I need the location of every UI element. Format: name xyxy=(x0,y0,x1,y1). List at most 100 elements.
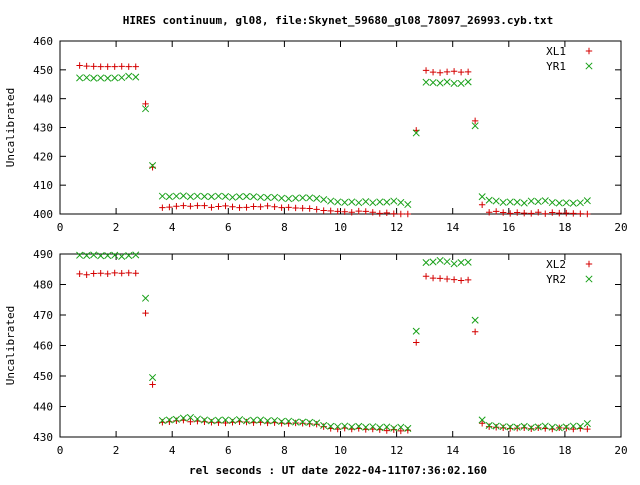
data-point xyxy=(236,204,243,211)
x-tick-label: 8 xyxy=(281,444,288,457)
chart-title: HIRES continuum, gl08, file:Skynet_59680… xyxy=(123,14,553,27)
data-point xyxy=(104,251,112,260)
data-point xyxy=(214,192,223,200)
data-point xyxy=(264,194,272,202)
data-point xyxy=(506,423,514,431)
data-point xyxy=(278,194,286,202)
data-point xyxy=(111,63,118,70)
data-point xyxy=(125,251,133,260)
data-point xyxy=(584,425,591,433)
data-point xyxy=(285,417,293,425)
data-point xyxy=(313,419,321,427)
data-point xyxy=(471,328,479,335)
data-point xyxy=(299,194,307,202)
data-point xyxy=(569,422,577,430)
data-point xyxy=(520,422,528,430)
data-point xyxy=(186,193,194,201)
data-point xyxy=(249,416,258,424)
data-point xyxy=(376,423,384,432)
data-point xyxy=(528,210,535,217)
data-point xyxy=(404,210,412,218)
data-point xyxy=(583,420,591,428)
data-point xyxy=(194,202,201,209)
data-point xyxy=(348,209,355,216)
data-point xyxy=(159,204,166,211)
data-point xyxy=(90,63,97,70)
data-point xyxy=(499,424,507,432)
plot-frame xyxy=(59,40,622,215)
data-point xyxy=(457,68,465,76)
x-tick-label: 4 xyxy=(169,444,176,457)
legend-marker xyxy=(585,47,593,55)
data-point xyxy=(334,423,342,431)
data-point xyxy=(215,203,222,210)
data-point xyxy=(165,193,173,201)
data-point xyxy=(166,203,173,211)
y-tick-label: 450 xyxy=(33,370,53,383)
data-point xyxy=(173,417,180,425)
data-point xyxy=(306,418,314,426)
data-point xyxy=(464,78,472,86)
legend-label: XL1 xyxy=(546,45,566,58)
data-point xyxy=(383,209,390,217)
data-point xyxy=(149,373,157,382)
data-point xyxy=(569,199,577,207)
data-point xyxy=(249,193,258,201)
x-tick-label: 6 xyxy=(225,444,232,457)
data-point xyxy=(464,258,472,266)
panel-2: 430 440 450 460 470 480 490 0 2 4 6 8 10 12 14 16 18 20 Un… xyxy=(4,248,628,457)
data-point xyxy=(478,416,486,424)
x-tick-label: 0 xyxy=(57,221,64,234)
x-tick-label: 4 xyxy=(169,221,176,234)
y-tick-label: 450 xyxy=(33,64,53,77)
data-point xyxy=(200,416,209,424)
data-point xyxy=(242,417,251,425)
data-point xyxy=(383,198,391,206)
data-point xyxy=(390,424,398,432)
data-point xyxy=(257,193,265,201)
data-point xyxy=(436,275,444,282)
data-point xyxy=(222,202,229,210)
data-point xyxy=(125,72,133,80)
data-point xyxy=(278,417,286,425)
data-point xyxy=(221,192,230,200)
data-point xyxy=(90,270,97,277)
data-point xyxy=(535,424,542,432)
y-tick-label: 440 xyxy=(33,93,53,106)
data-point xyxy=(76,270,83,278)
x-tick-label: 10 xyxy=(334,444,347,457)
data-point xyxy=(422,78,430,86)
data-point xyxy=(412,129,420,137)
x-tick-label: 8 xyxy=(281,221,288,234)
y-tick-label: 480 xyxy=(33,279,53,292)
legend-label: YR2 xyxy=(546,273,566,286)
y-tick-label: 400 xyxy=(33,208,53,221)
data-point xyxy=(201,202,208,209)
data-point xyxy=(397,423,405,431)
data-point xyxy=(478,420,486,427)
data-point xyxy=(348,198,356,206)
data-point xyxy=(341,422,349,430)
x-tick-label: 0 xyxy=(57,444,64,457)
data-point xyxy=(172,192,180,200)
data-point xyxy=(583,197,591,205)
data-point xyxy=(180,202,187,209)
data-point xyxy=(76,251,84,259)
x-tick-label: 2 xyxy=(113,221,120,234)
data-point xyxy=(478,201,486,208)
data-point xyxy=(584,210,591,218)
data-point xyxy=(334,198,342,206)
data-point xyxy=(499,423,507,431)
data-point xyxy=(83,74,91,82)
data-point xyxy=(485,423,493,430)
data-point xyxy=(173,203,180,210)
data-point xyxy=(271,416,279,425)
legend-marker xyxy=(585,275,593,283)
data-point xyxy=(132,63,139,70)
data-point xyxy=(125,63,132,70)
data-point xyxy=(285,195,293,203)
panel-1: 400 410 420 430 440 450 460 0 2 4 6 8 10 12 14 16 18 20 Un… xyxy=(4,35,628,234)
data-point xyxy=(492,424,500,431)
data-point xyxy=(404,200,412,209)
data-point xyxy=(422,67,430,74)
